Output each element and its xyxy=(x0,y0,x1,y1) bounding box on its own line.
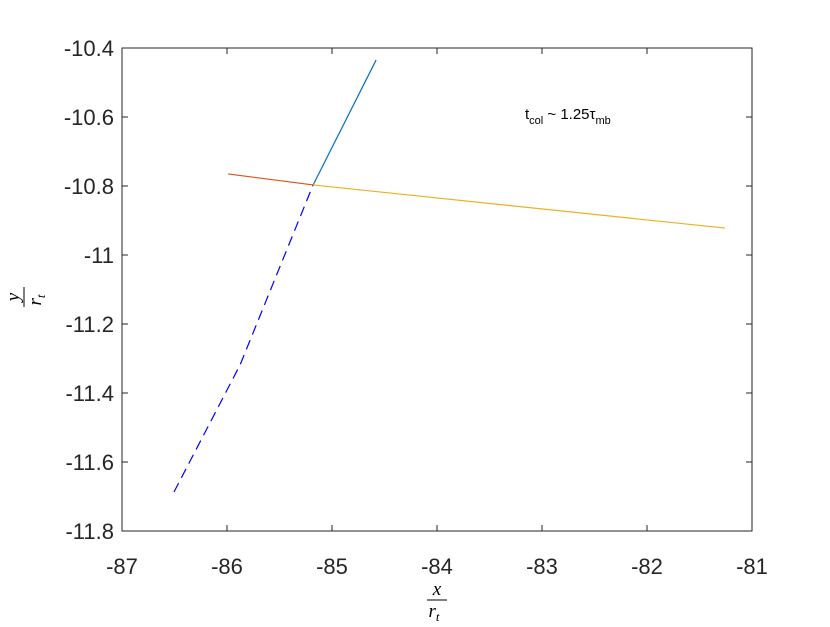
annotation: tcol ~ 1.25τmb xyxy=(525,106,611,127)
y-tick-label: -10.8 xyxy=(64,174,114,199)
xlabel-denominator-sub: t xyxy=(436,609,440,624)
x-tick-label: -83 xyxy=(526,554,558,579)
annotation-sub: col xyxy=(529,115,543,127)
x-tick-label: -85 xyxy=(316,554,348,579)
ylabel-denominator-text: r xyxy=(25,298,46,306)
y-tick-label: -11.6 xyxy=(65,450,114,475)
y-tick-label: -11 xyxy=(84,243,114,268)
x-tick-label: -84 xyxy=(421,554,453,579)
ylabel-numerator: y xyxy=(3,292,24,303)
xlabel-numerator: x xyxy=(432,579,442,600)
series-line xyxy=(312,59,377,186)
series-line xyxy=(173,184,314,493)
annotation-sub: mb xyxy=(595,115,610,127)
x-tick-label: -81 xyxy=(736,554,768,579)
xlabel-denominator: rt xyxy=(428,601,439,624)
y-tick-label: -11.8 xyxy=(65,519,114,544)
y-tick-label: -11.4 xyxy=(65,381,114,406)
y-tick-label: -10.6 xyxy=(64,105,114,130)
x-tick-label: -86 xyxy=(211,554,243,579)
x-tick-label: -87 xyxy=(106,554,138,579)
y-tick-label: -11.2 xyxy=(65,312,114,337)
annotation-text: ~ 1.25τ xyxy=(543,106,595,123)
ylabel-denominator: rt xyxy=(25,294,48,305)
xlabel-fraction: xrt xyxy=(427,579,447,624)
annotation-text: t xyxy=(525,106,530,123)
xlabel-denominator-text: r xyxy=(428,601,436,622)
y-tick-label: -10.4 xyxy=(64,36,114,61)
series-line xyxy=(227,173,314,186)
ylabel-fraction: yrt xyxy=(3,287,48,307)
series-line xyxy=(313,184,726,229)
ylabel-denominator-sub: t xyxy=(33,294,48,298)
plot-frame xyxy=(121,47,753,532)
x-tick-label: -82 xyxy=(631,554,663,579)
